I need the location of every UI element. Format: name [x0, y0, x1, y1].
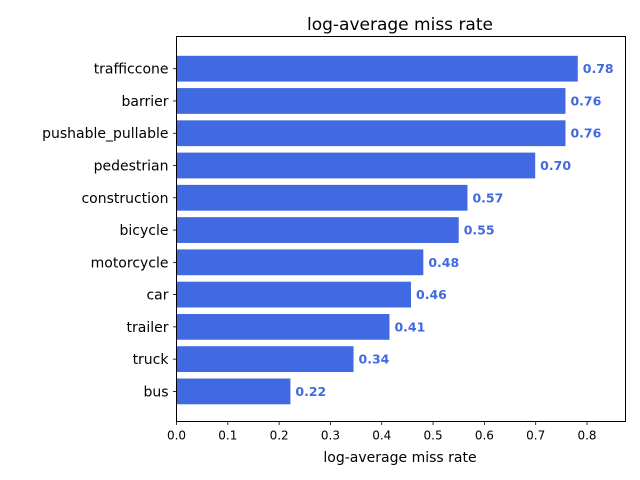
data-label-trailer: 0.41 [394, 319, 425, 334]
x-tick-label: 0.6 [475, 429, 494, 443]
category-label-trailer: trailer [127, 320, 169, 336]
x-tick-label: 0.7 [526, 429, 545, 443]
x-tick-label: 0.3 [321, 429, 340, 443]
x-tick-label: 0.1 [218, 429, 237, 443]
category-label-truck: truck [133, 352, 170, 368]
bar-motorcycle [176, 249, 424, 276]
category-label-bicycle: bicycle [120, 223, 169, 239]
bar-truck [176, 346, 354, 373]
x-tick-label: 0.2 [270, 429, 289, 443]
bar-pushable_pullable [176, 120, 566, 147]
bar-bicycle [176, 217, 459, 243]
plot-frame [176, 36, 626, 422]
data-label-construction: 0.57 [472, 190, 503, 205]
x-tick-label: 0.5 [424, 429, 443, 443]
category-label-trafficcone: trafficcone [94, 62, 169, 78]
data-label-trafficcone: 0.78 [583, 61, 614, 76]
bar-barrier [176, 88, 566, 114]
bar-trailer [176, 313, 390, 340]
x-axis-label: log-average miss rate [323, 450, 476, 466]
data-label-motorcycle: 0.48 [428, 255, 459, 270]
category-label-construction: construction [81, 191, 168, 207]
category-label-pushable_pullable: pushable_pullable [42, 126, 168, 142]
data-label-pushable_pullable: 0.76 [570, 126, 601, 141]
category-label-bus: bus [143, 384, 168, 400]
bars-group: 0.78 0.76 0.76 0.70 0.57 0.55 0.48 0.46 0.41 0.34… [176, 55, 614, 405]
bar-trafficcone [176, 55, 578, 82]
category-labels-group: trafficcone barrier pushable_pullablepedes… [42, 62, 177, 400]
chart-title: log-average miss rate [307, 15, 493, 35]
data-label-pedestrian: 0.70 [540, 158, 571, 173]
data-label-bus: 0.22 [295, 384, 326, 399]
category-label-car: car [146, 288, 168, 304]
data-label-truck: 0.34 [359, 352, 390, 367]
bar-pedestrian [176, 152, 536, 179]
bar-construction [176, 184, 468, 211]
x-tick-label: 0.8 [577, 429, 596, 443]
data-label-car: 0.46 [416, 287, 447, 302]
category-label-motorcycle: motorcycle [91, 255, 169, 271]
x-tick-label: 0.4 [372, 429, 391, 443]
data-label-barrier: 0.76 [570, 93, 601, 108]
bar-bus [176, 378, 291, 405]
x-tick-label: 0.0 [167, 429, 186, 443]
bar-car [176, 281, 412, 308]
x-ticks-group: 0.0 0.1 0.2 0.3 0.4 0.5 0.6 0.7 0.8 [167, 421, 597, 443]
category-label-barrier: barrier [122, 94, 169, 110]
category-label-pedestrian: pedestrian [94, 159, 169, 175]
data-label-bicycle: 0.55 [464, 223, 495, 238]
